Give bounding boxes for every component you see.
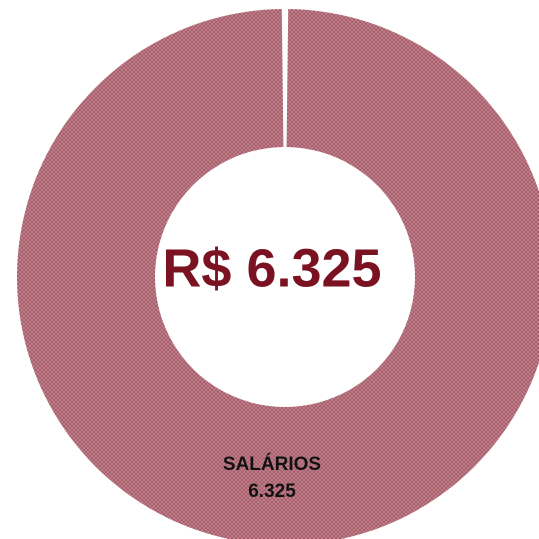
slice-label: SALÁRIOS: [223, 453, 321, 475]
center-label: R$ 6.325: [162, 238, 381, 298]
donut-slice: [17, 9, 539, 539]
slice-value-label: 6.325: [248, 481, 296, 502]
